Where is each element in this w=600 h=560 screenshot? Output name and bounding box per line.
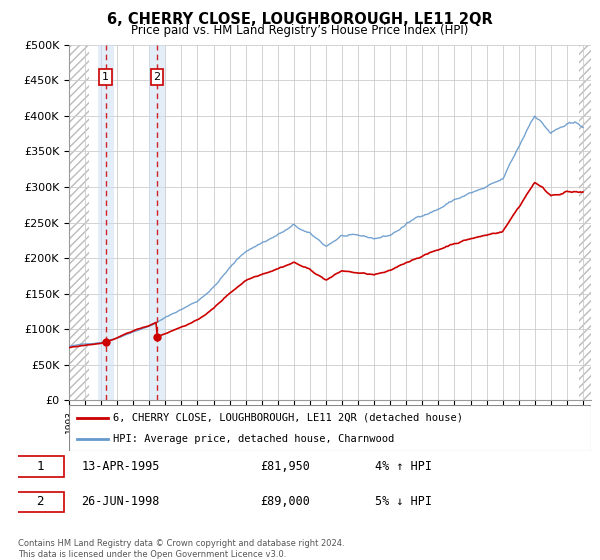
Text: 13-APR-1995: 13-APR-1995 [82, 460, 160, 473]
Text: 6, CHERRY CLOSE, LOUGHBOROUGH, LE11 2QR (detached house): 6, CHERRY CLOSE, LOUGHBOROUGH, LE11 2QR … [113, 413, 463, 423]
Text: Contains HM Land Registry data © Crown copyright and database right 2024.
This d: Contains HM Land Registry data © Crown c… [18, 539, 344, 559]
Text: £81,950: £81,950 [260, 460, 310, 473]
Text: 1: 1 [36, 460, 44, 473]
Text: £89,000: £89,000 [260, 496, 310, 508]
Text: 1: 1 [102, 72, 109, 82]
Text: 5% ↓ HPI: 5% ↓ HPI [375, 496, 432, 508]
Text: 2: 2 [36, 496, 44, 508]
Bar [579, 45, 591, 400]
Text: Price paid vs. HM Land Registry’s House Price Index (HPI): Price paid vs. HM Land Registry’s House … [131, 24, 469, 37]
FancyBboxPatch shape [15, 492, 64, 512]
Bar [98, 45, 113, 400]
FancyBboxPatch shape [15, 456, 64, 477]
Text: 2: 2 [154, 72, 161, 82]
Bar [69, 45, 89, 400]
Text: HPI: Average price, detached house, Charnwood: HPI: Average price, detached house, Char… [113, 435, 395, 444]
Bar [149, 45, 165, 400]
Text: 4% ↑ HPI: 4% ↑ HPI [375, 460, 432, 473]
Text: 6, CHERRY CLOSE, LOUGHBOROUGH, LE11 2QR: 6, CHERRY CLOSE, LOUGHBOROUGH, LE11 2QR [107, 12, 493, 27]
Text: 26-JUN-1998: 26-JUN-1998 [82, 496, 160, 508]
